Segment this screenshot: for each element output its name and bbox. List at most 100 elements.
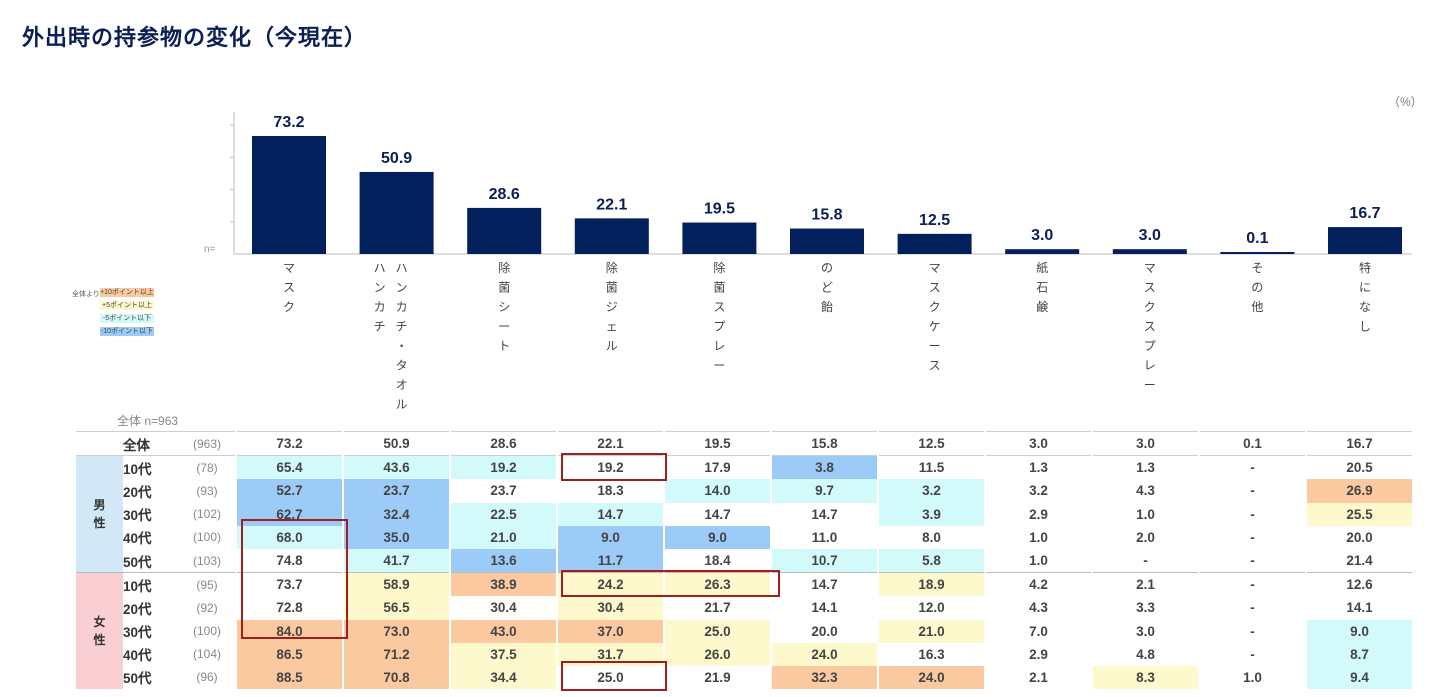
- table-cell: 31.7: [556, 642, 664, 666]
- table-cell: 14.7: [663, 502, 771, 526]
- bar-value-label: 3.0: [1031, 227, 1053, 244]
- category-char: レ: [1144, 359, 1156, 373]
- table-cell: 19.2: [556, 455, 664, 480]
- category-char: 菌: [606, 281, 618, 295]
- axis-n-label: n=: [204, 244, 216, 255]
- table-cell: -: [1198, 502, 1306, 526]
- table-cell: 18.9: [877, 572, 985, 597]
- table-cell: 1.3: [1091, 455, 1199, 480]
- table-cell: 25.0: [556, 665, 664, 690]
- row-age-label: 10代: [123, 572, 179, 597]
- table-cell: 3.0: [984, 430, 1092, 457]
- table-cell: 5.8: [877, 548, 985, 573]
- table-cell: 12.5: [877, 430, 985, 457]
- table-cell: 8.3: [1091, 665, 1199, 690]
- table-cell: 16.7: [1305, 430, 1412, 457]
- category-char: カ: [374, 300, 386, 314]
- legend-swatch-p5: +5ポイント以上: [100, 301, 154, 310]
- table-cell: 88.5: [235, 665, 343, 690]
- table-cell: 12.0: [877, 596, 985, 620]
- category-char: そ: [1251, 261, 1263, 275]
- table-cell: 2.9: [984, 502, 1092, 526]
- table-cell: 15.8: [770, 430, 878, 457]
- category-char: 飴: [821, 299, 833, 314]
- bar-0: [252, 136, 326, 254]
- table-row: 40代 (104) 86.5 71.2 37.5 31.7 26.0 24.0 16.3 2.9 4…: [76, 642, 1412, 666]
- table-cell: 9.0: [556, 525, 664, 549]
- category-char: ー: [1144, 378, 1156, 392]
- category-char: ー: [929, 339, 941, 353]
- table-cell: 21.7: [663, 596, 771, 620]
- table-cell: 3.3: [1091, 596, 1199, 620]
- table-cell: 26.0: [663, 642, 771, 666]
- table-cell: 14.1: [1305, 596, 1412, 620]
- table-cell: 21.0: [877, 619, 985, 643]
- category-char: マ: [929, 261, 941, 275]
- table-cell: 14.7: [770, 502, 878, 526]
- bar-4: [682, 222, 757, 254]
- category-char: チ: [396, 320, 408, 334]
- table-cell: 30.4: [449, 596, 557, 620]
- table-cell: 1.0: [1198, 665, 1306, 690]
- legend-title: 全体より: [72, 291, 100, 298]
- table-cell: 70.8: [342, 665, 450, 690]
- table-cell: 21.9: [663, 665, 771, 690]
- row-sample-size: (96): [196, 670, 218, 685]
- table-cell: 65.4: [235, 455, 343, 480]
- category-char: ス: [1144, 281, 1156, 295]
- table-row: 30代 (102) 62.7 32.4 22.5 14.7 14.7 14.7 3.9 2.9 1.…: [76, 502, 1412, 526]
- table-cell: 14.1: [770, 596, 878, 620]
- category-char: ハ: [374, 261, 386, 275]
- table-row: 50代 (103) 74.8 41.7 13.6 11.7 18.4 10.7 5.8 1.0- -…: [76, 548, 1412, 573]
- table-row: 男性 10代 (78) 65.4 43.6 19.2 19.2 17.9 3.8 11.5 1.3 1…: [76, 455, 1412, 573]
- table-cell: 24.0: [770, 642, 878, 666]
- table-cell: 72.8: [235, 596, 343, 620]
- highlight-box: [561, 570, 780, 597]
- table-cell: 9.7: [770, 479, 878, 503]
- bar-10: [1328, 227, 1402, 254]
- table-cell: 1.0: [984, 548, 1092, 573]
- table-cell: 3.2: [877, 479, 985, 503]
- table-cell: -: [1198, 548, 1306, 573]
- table-cell: 18.4: [663, 548, 771, 573]
- table-cell: 21.4: [1305, 548, 1412, 573]
- category-char: ど: [821, 281, 833, 295]
- table-cell: -: [1198, 479, 1306, 503]
- table-cell: 2.9: [984, 642, 1092, 666]
- table-cell: 24.2: [556, 572, 664, 597]
- bar-chart: n=73.2マスクマスク50.9ハンカチ・タオルハンカチハンカチ・タオル28.6…: [204, 112, 1412, 412]
- category-char: ル: [606, 339, 618, 353]
- row-age-label: 20代: [123, 601, 152, 617]
- table-cell: 4.8: [1091, 642, 1199, 666]
- table-cell: 13.6: [449, 548, 557, 573]
- category-char: ク: [1144, 300, 1156, 314]
- row-sample-size: (100): [192, 530, 221, 545]
- row-sample-size: (93): [196, 483, 218, 498]
- table-cell: 20.0: [1305, 525, 1412, 549]
- table-cell: 14.7: [556, 502, 664, 526]
- bar-value-label: 19.5: [704, 201, 735, 218]
- table-cell: 2.1: [1091, 572, 1199, 597]
- segment-label: 男性: [76, 455, 123, 573]
- bar-5: [790, 228, 864, 254]
- table-cell: 8.7: [1305, 642, 1412, 666]
- table-cell: 4.3: [1091, 479, 1199, 503]
- table-cell: 3.9: [877, 502, 985, 526]
- table-cell: 2.1: [984, 665, 1092, 690]
- bar-value-label: 28.6: [489, 186, 520, 203]
- table-cell: 21.0: [449, 525, 557, 549]
- row-sample-size: (78): [179, 455, 236, 480]
- row-sample-size: (104): [192, 647, 221, 662]
- highlight-box: [561, 661, 667, 691]
- table-cell: 11.5: [877, 455, 985, 480]
- category-char: し: [1359, 320, 1371, 334]
- category-char: ス: [713, 300, 725, 314]
- bar-value-label: 0.1: [1246, 230, 1268, 247]
- category-char: 菌: [713, 281, 725, 295]
- table-cell: 32.3: [770, 665, 878, 690]
- table-cell: 26.9: [1305, 479, 1412, 503]
- table-cell: -: [1198, 455, 1306, 480]
- table-cell: 25.0: [663, 619, 771, 643]
- segment-cell: [76, 430, 123, 457]
- category-char: シ: [498, 300, 510, 314]
